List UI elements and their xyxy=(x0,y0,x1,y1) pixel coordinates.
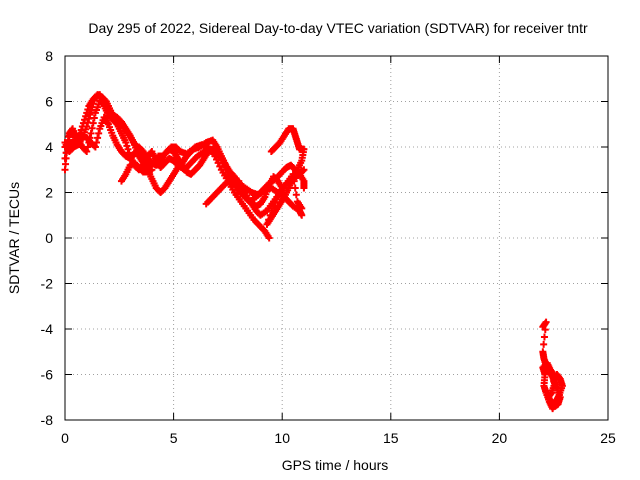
y-tick-label: 2 xyxy=(45,185,53,201)
data-point xyxy=(92,138,100,146)
data-point xyxy=(300,184,308,192)
tick-labels: 0 5 10 15 20 25 -8 -6 -4 -2 0 2 4 6 8 xyxy=(41,48,616,446)
x-axis-label: GPS time / hours xyxy=(282,457,389,473)
data-point xyxy=(540,340,548,348)
data-point xyxy=(124,145,132,153)
plot-frame xyxy=(64,55,609,421)
y-tick-label: 8 xyxy=(45,48,53,64)
data-point xyxy=(84,143,92,151)
data-point xyxy=(148,166,156,174)
data-point xyxy=(541,326,549,334)
data-point xyxy=(94,134,102,142)
y-axis-label: SDTVAR / TECUs xyxy=(6,182,22,294)
data-point xyxy=(300,166,308,174)
y-tick-label: 6 xyxy=(45,94,53,110)
data-point xyxy=(90,114,98,122)
series-trace-7 xyxy=(263,125,308,228)
data-point xyxy=(89,119,97,127)
axis-ticks xyxy=(64,55,609,421)
x-tick-label: 25 xyxy=(600,430,616,446)
data-point xyxy=(90,96,98,104)
data-point xyxy=(550,371,558,378)
data-point xyxy=(122,138,130,146)
data-point xyxy=(298,211,306,219)
chart-title: Day 295 of 2022, Sidereal Day-to-day VTE… xyxy=(88,20,588,36)
data-points xyxy=(61,91,566,413)
data-point xyxy=(289,170,297,178)
data-point xyxy=(268,207,276,215)
x-tick-label: 0 xyxy=(61,430,69,446)
y-tick-label: 0 xyxy=(45,230,53,246)
x-tick-label: 5 xyxy=(170,430,178,446)
data-point xyxy=(88,124,96,132)
data-point xyxy=(265,216,273,224)
data-point xyxy=(263,220,271,228)
series-trace-8 xyxy=(539,318,566,413)
data-point xyxy=(290,177,298,185)
data-point xyxy=(266,211,274,219)
data-point xyxy=(91,143,99,151)
y-tick-label: -6 xyxy=(41,367,54,383)
data-point xyxy=(62,149,70,157)
data-point xyxy=(298,204,306,212)
x-tick-label: 15 xyxy=(383,430,399,446)
data-point xyxy=(87,129,95,137)
y-tick-label: -8 xyxy=(41,412,54,428)
data-point xyxy=(542,318,550,326)
data-point xyxy=(299,167,307,175)
y-tick-label: -2 xyxy=(41,276,54,292)
data-point xyxy=(540,333,548,341)
data-point xyxy=(83,123,91,131)
data-point xyxy=(123,142,131,150)
y-tick-label: -4 xyxy=(41,321,54,337)
grid-lines xyxy=(65,56,608,420)
data-point xyxy=(83,148,91,156)
series-trace-6 xyxy=(202,166,308,219)
y-tick-label: 4 xyxy=(45,139,53,155)
data-point xyxy=(291,184,299,192)
data-point xyxy=(61,154,69,162)
x-tick-label: 10 xyxy=(274,430,290,446)
data-point xyxy=(292,191,300,199)
series-trace-5 xyxy=(117,159,156,185)
data-point xyxy=(86,111,94,119)
series-trace-3 xyxy=(61,95,273,242)
data-point xyxy=(265,234,273,242)
x-tick-label: 20 xyxy=(492,430,508,446)
data-point xyxy=(95,129,103,137)
